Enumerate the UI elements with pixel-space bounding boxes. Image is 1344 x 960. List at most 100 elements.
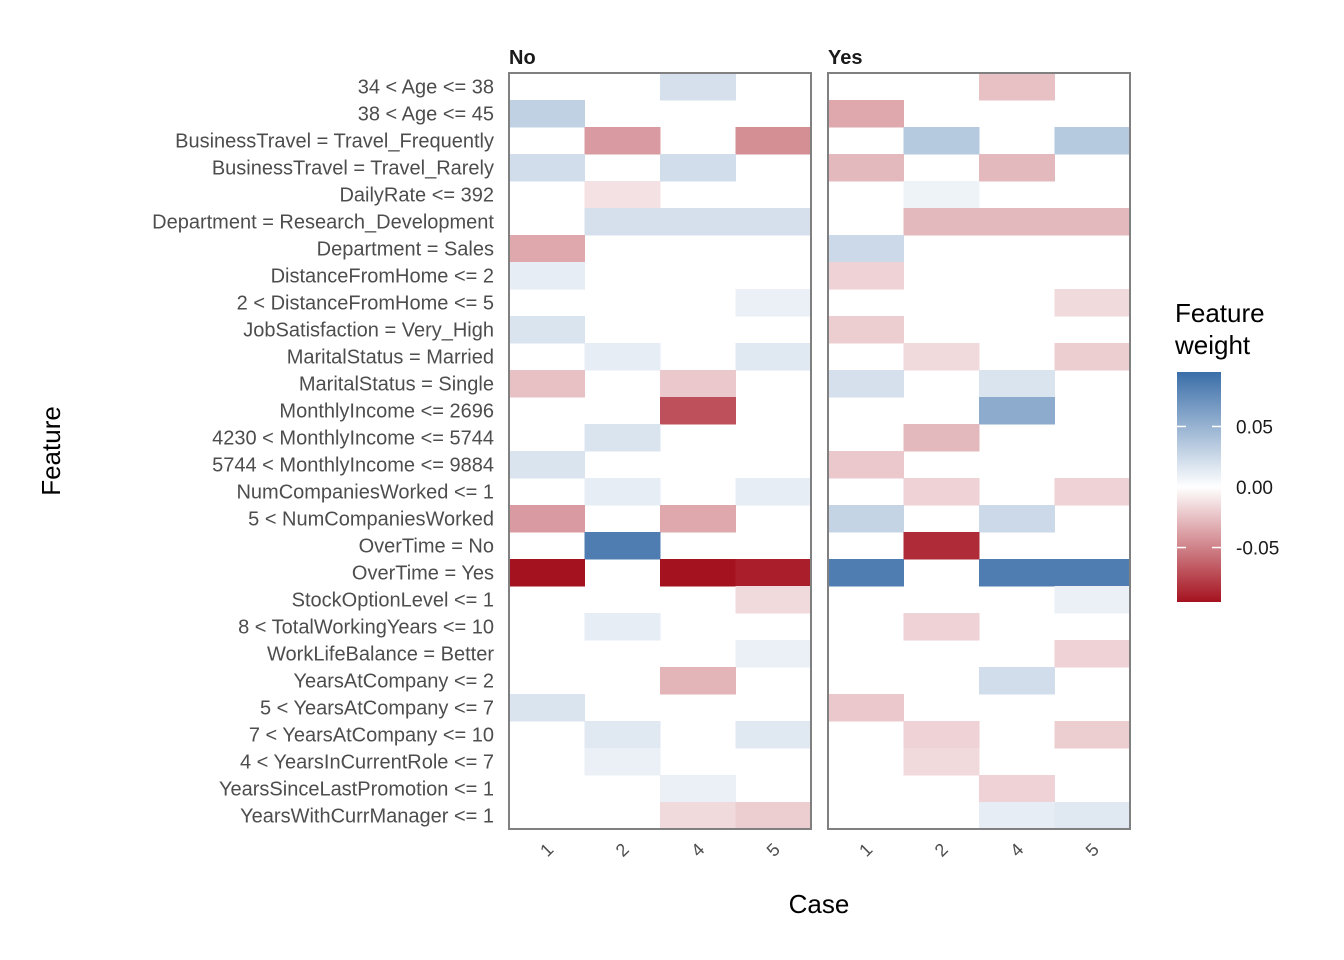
heatmap-cell — [903, 424, 980, 452]
case-tick-label: 5 — [1082, 839, 1103, 860]
panel-border — [508, 72, 812, 830]
heatmap-cell — [828, 370, 904, 398]
feature-label: 38 < Age <= 45 — [358, 104, 494, 126]
heatmap-cell — [828, 235, 904, 263]
heatmap-cell — [979, 397, 1055, 425]
heatmap-cell — [735, 721, 812, 749]
heatmap-cell — [979, 559, 1055, 587]
case-tick-label: 1 — [855, 839, 876, 860]
feature-label: 7 < YearsAtCompany <= 10 — [249, 725, 494, 747]
heatmap-cell — [979, 505, 1055, 533]
feature-label: MaritalStatus = Single — [299, 374, 494, 396]
legend-tick-label: 0.05 — [1236, 417, 1273, 438]
feature-label: YearsSinceLastPromotion <= 1 — [219, 779, 494, 801]
feature-label: 2 < DistanceFromHome <= 5 — [237, 293, 494, 315]
heatmap-cell — [584, 208, 661, 236]
heatmap-cell — [1054, 640, 1131, 668]
feature-label: DistanceFromHome <= 2 — [271, 266, 494, 288]
heatmap-cell — [509, 559, 585, 587]
facet-panel-no: No 1 2 4 5 — [508, 47, 812, 861]
heatmap-cell — [660, 802, 736, 830]
heatmap-cell — [660, 505, 736, 533]
heatmap-cell — [903, 343, 980, 371]
heatmap-cell — [979, 802, 1055, 830]
feature-label: Department = Sales — [317, 239, 494, 261]
heatmap-cell — [584, 424, 661, 452]
heatmap-cell — [735, 640, 812, 668]
heatmap-cell — [828, 505, 904, 533]
feature-label: OverTime = No — [359, 536, 494, 558]
case-tick-label: 4 — [1006, 839, 1027, 860]
heatmap-cell — [903, 208, 980, 236]
facet-label: No — [509, 47, 536, 69]
legend-ticks: 0.05 0.00 -0.05 — [1177, 417, 1279, 560]
feature-label: MaritalStatus = Married — [287, 347, 494, 369]
feature-label: 34 < Age <= 38 — [358, 77, 494, 99]
heatmap-cell — [735, 289, 812, 317]
heatmap-cell — [1054, 208, 1131, 236]
legend-tick-label: 0.00 — [1236, 478, 1273, 499]
heatmap-cell — [509, 316, 585, 344]
case-tick-label: 1 — [536, 839, 557, 860]
heatmap-cell — [660, 154, 736, 182]
heatmap-cell — [828, 154, 904, 182]
heatmap-cell — [660, 667, 736, 695]
heatmap-cell — [735, 127, 812, 155]
heatmap-cell — [509, 694, 585, 722]
case-tick-label: 5 — [763, 839, 784, 860]
feature-labels: 34 < Age <= 38 38 < Age <= 45 BusinessTrav… — [152, 77, 494, 828]
heatmap-cell — [979, 667, 1055, 695]
heatmap-cell — [509, 154, 585, 182]
heatmap-cell — [1054, 289, 1131, 317]
heatmap-cell — [828, 559, 904, 587]
feature-label: 5 < NumCompaniesWorked — [248, 509, 494, 531]
case-tick-label: 2 — [612, 839, 633, 860]
heatmap-cell — [1054, 802, 1131, 830]
feature-label: DailyRate <= 392 — [339, 185, 494, 207]
panel-border — [827, 72, 1131, 830]
facet-label: Yes — [828, 47, 862, 69]
facet-panels: No 1 2 4 5 Yes 1 2 4 5 — [508, 47, 1131, 861]
feature-label: 5744 < MonthlyIncome <= 9884 — [212, 455, 494, 477]
heatmap-cell — [903, 721, 980, 749]
feature-label: JobSatisfaction = Very_High — [243, 320, 494, 342]
heatmap-cell — [828, 100, 904, 128]
facet-panel-yes: Yes 1 2 4 5 — [827, 47, 1131, 861]
feature-label: NumCompaniesWorked <= 1 — [236, 482, 494, 504]
heatmap-cell — [584, 343, 661, 371]
heatmap-cell — [903, 532, 980, 560]
y-axis-title: Feature — [36, 406, 66, 496]
heatmap-cell — [660, 208, 736, 236]
heatmap-cell — [735, 802, 812, 830]
heatmap-cell — [1054, 586, 1131, 614]
heatmap-cell — [828, 694, 904, 722]
feature-label: 5 < YearsAtCompany <= 7 — [260, 698, 494, 720]
heatmap-cell — [509, 262, 585, 290]
color-legend: Feature weight 0.05 0.00 -0.05 — [1174, 298, 1279, 602]
heatmap-cell — [1054, 559, 1131, 587]
feature-label: MonthlyIncome <= 2696 — [279, 401, 494, 423]
feature-label: WorkLifeBalance = Better — [267, 644, 494, 666]
heatmap-cell — [509, 505, 585, 533]
legend-title-line1: Feature — [1175, 298, 1265, 328]
heatmap-cell — [979, 73, 1055, 101]
feature-label: 4 < YearsInCurrentRole <= 7 — [240, 752, 494, 774]
feature-label: BusinessTravel = Travel_Rarely — [212, 158, 494, 180]
heatmap-cell — [584, 748, 661, 776]
heatmap-cell — [735, 559, 812, 587]
heatmap-cell — [828, 451, 904, 479]
heatmap-cell — [979, 154, 1055, 182]
heatmap-cell — [584, 613, 661, 641]
heatmap-cell — [660, 397, 736, 425]
heatmap-cell — [979, 370, 1055, 398]
feature-label: 4230 < MonthlyIncome <= 5744 — [212, 428, 494, 450]
heatmap-cell — [828, 316, 904, 344]
case-tick-label: 2 — [931, 839, 952, 860]
heatmap-cell — [584, 721, 661, 749]
heatmap-cell — [1054, 343, 1131, 371]
feature-label: YearsAtCompany <= 2 — [294, 671, 495, 693]
heatmap-cell — [979, 775, 1055, 803]
heatmap-cell — [1054, 478, 1131, 506]
heatmap-cell — [509, 451, 585, 479]
